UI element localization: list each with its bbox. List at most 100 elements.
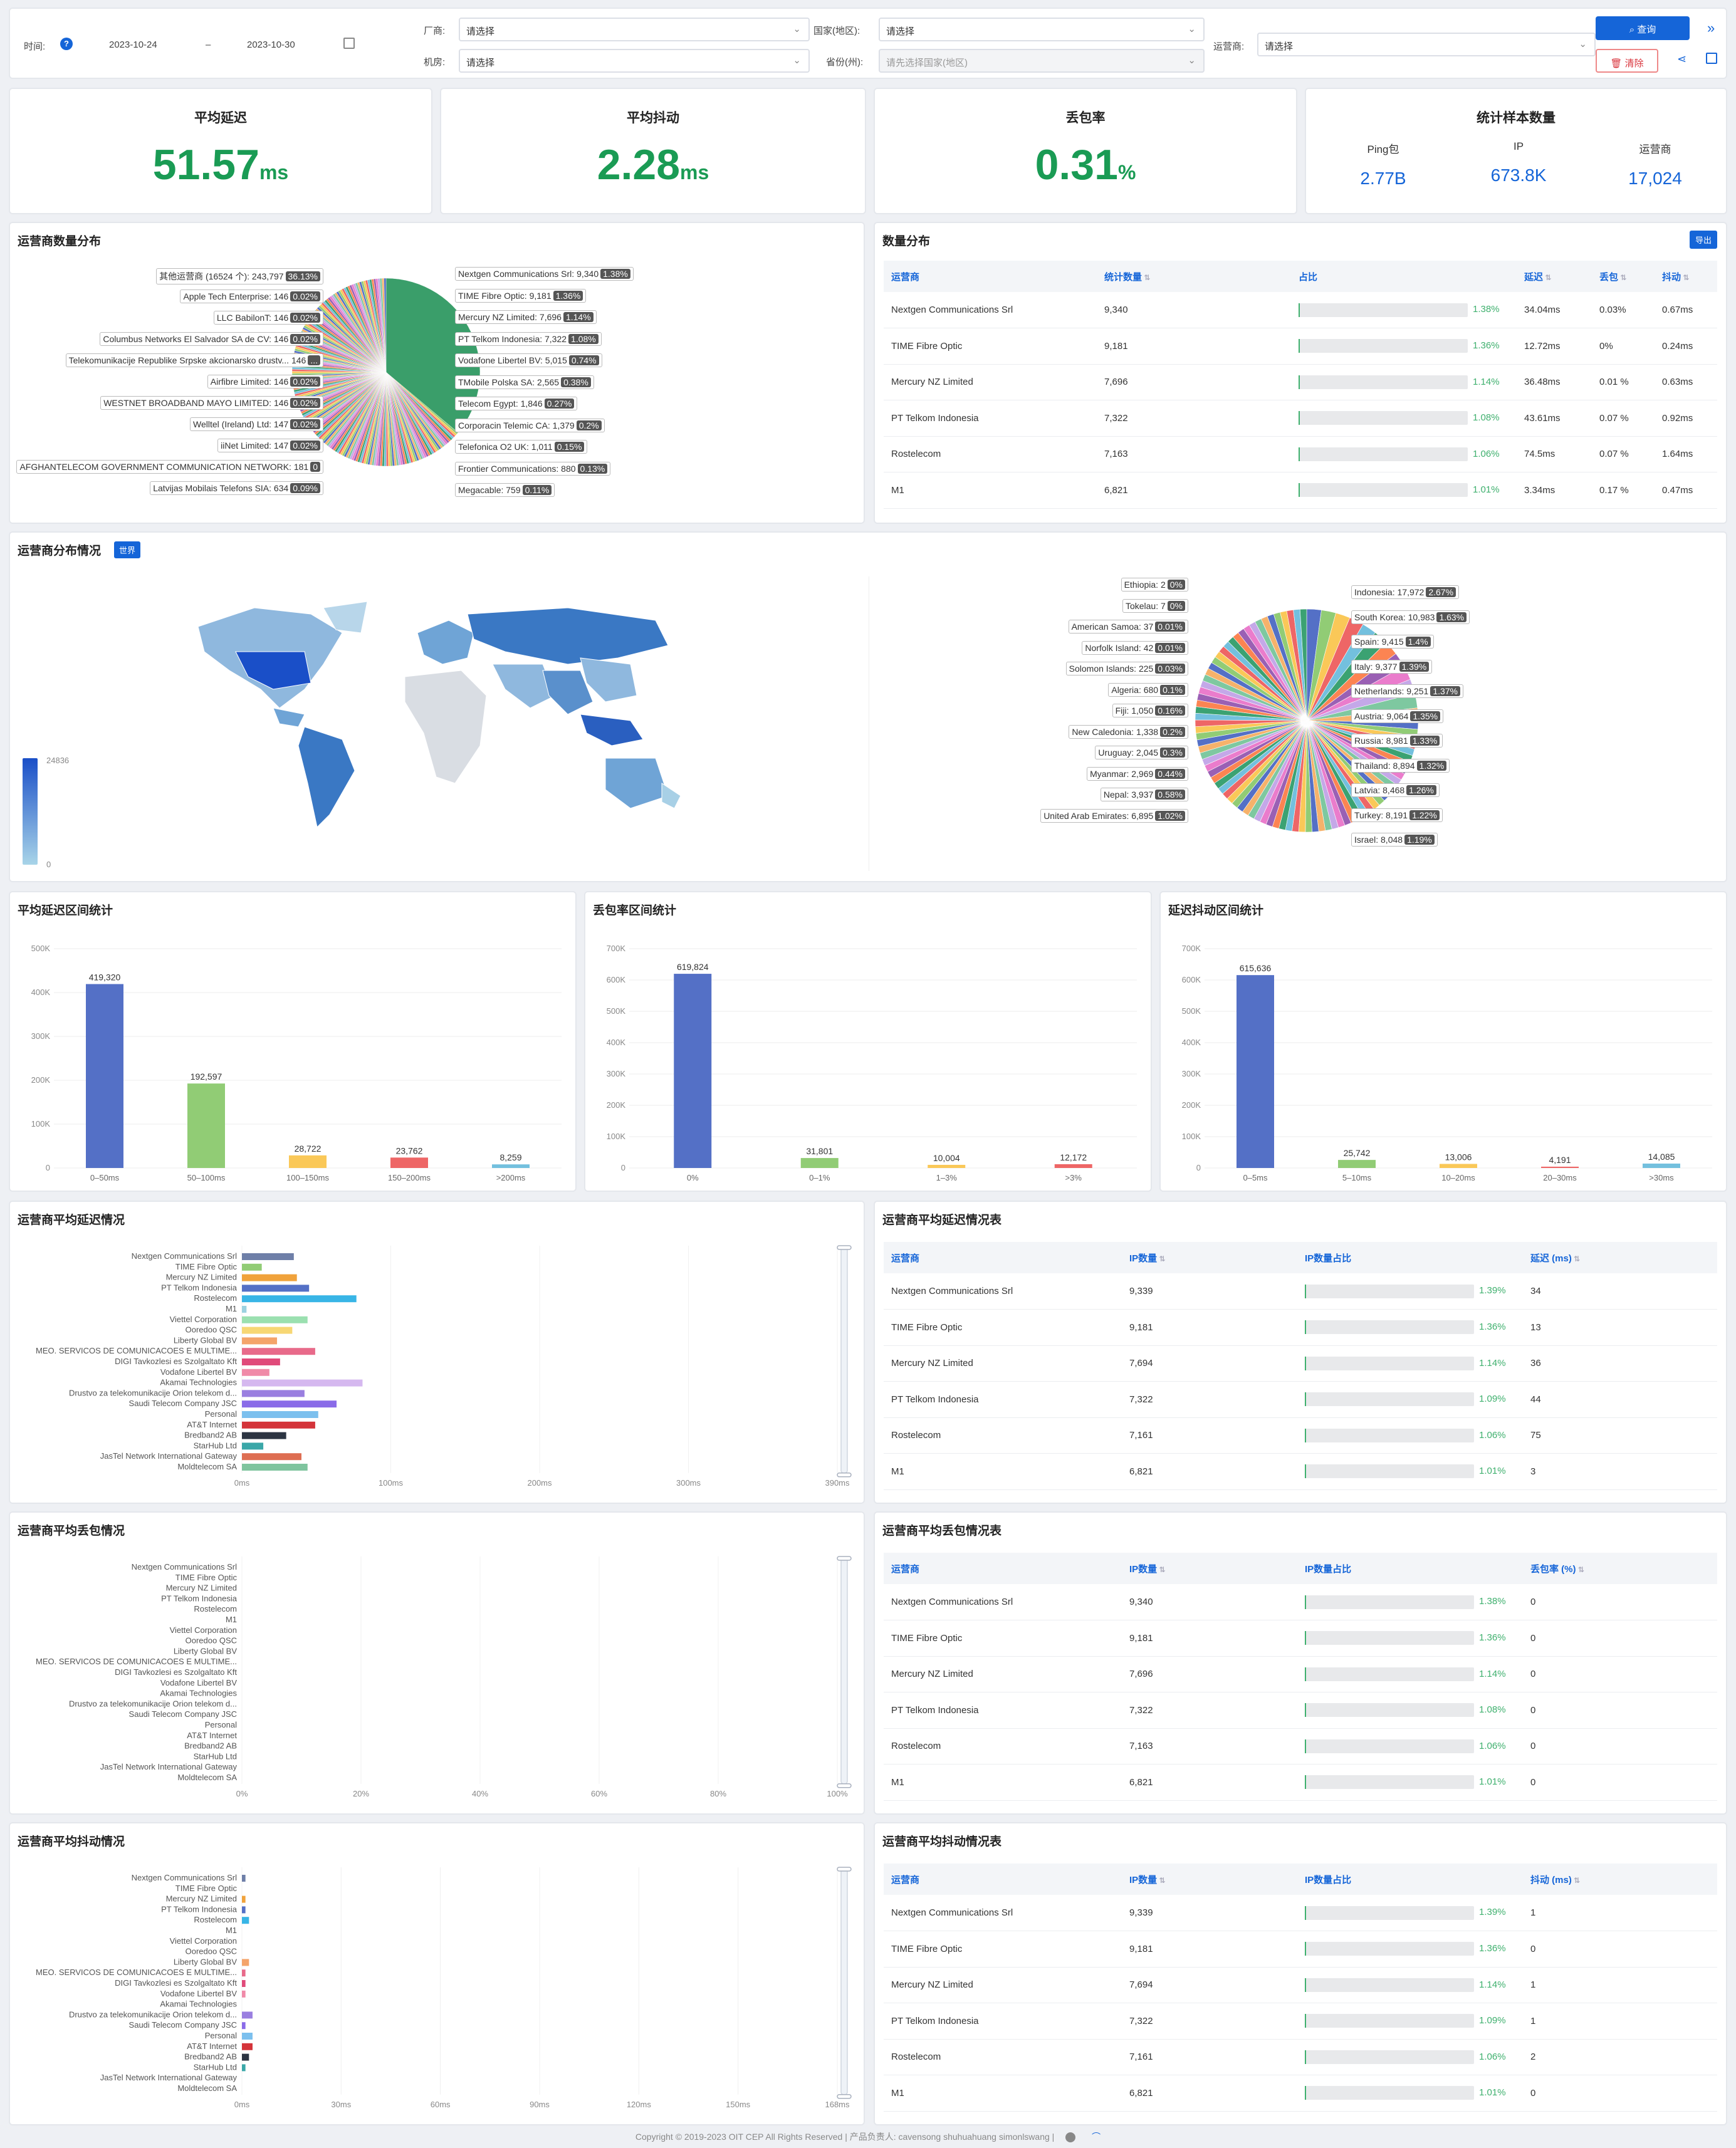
bar[interactable] [242, 1379, 363, 1387]
sort-icon[interactable]: ⇅ [1157, 1254, 1166, 1263]
table-row[interactable]: PT Telkom Indonesia 7,322 1.09% 44 [884, 1381, 1717, 1418]
sort-icon[interactable]: ⇅ [1681, 273, 1690, 282]
bar[interactable] [242, 1411, 318, 1418]
table-row[interactable]: Mercury NZ Limited 7,696 1.14% 0 [884, 1656, 1717, 1692]
globe-icon[interactable] [1065, 2132, 1076, 2143]
country-region[interactable] [404, 670, 487, 784]
share-icon[interactable]: ⋖ [1677, 53, 1687, 65]
bar[interactable] [492, 1164, 530, 1168]
bar[interactable] [187, 1083, 225, 1168]
bar[interactable] [242, 2053, 249, 2061]
bar[interactable] [242, 1442, 264, 1450]
column-header[interactable]: IP数量 ⇅ [1122, 1553, 1297, 1584]
table-row[interactable]: TIME Fibre Optic 9,181 1.36% 12.72ms 0% 0.24m… [884, 328, 1717, 365]
image-icon[interactable] [1706, 53, 1717, 64]
bar[interactable] [242, 1895, 246, 1903]
bar[interactable] [242, 1400, 337, 1408]
bar[interactable] [674, 974, 712, 1168]
column-header[interactable]: 丢包 ⇅ [1592, 261, 1655, 292]
bar[interactable] [1541, 1166, 1579, 1168]
bar[interactable] [242, 1295, 357, 1303]
world-map[interactable] [179, 595, 693, 840]
bar[interactable] [242, 1917, 249, 1924]
column-header[interactable]: 运营商 [884, 261, 1097, 292]
table-row[interactable]: Mercury NZ Limited 7,694 1.14% 36 [884, 1345, 1717, 1382]
table-row[interactable]: PT Telkom Indonesia 7,322 1.08% 0 [884, 1692, 1717, 1729]
query-button[interactable]: ⌕ 查询 [1596, 16, 1690, 40]
table-row[interactable]: Nextgen Communications Srl 9,340 1.38% 34.0… [884, 292, 1717, 328]
sort-icon[interactable]: ⇅ [1543, 273, 1552, 282]
bar[interactable] [242, 1337, 278, 1345]
bar[interactable] [1237, 975, 1274, 1168]
table-row[interactable]: M1 6,821 1.01% 0 [884, 1764, 1717, 1801]
table-row[interactable]: Rostelecom 7,161 1.06% 2 [884, 2039, 1717, 2075]
table-row[interactable]: TIME Fibre Optic 9,181 1.36% 13 [884, 1309, 1717, 1346]
bar[interactable] [242, 1875, 246, 1882]
country-region[interactable] [605, 758, 669, 809]
zoom-slider[interactable] [840, 1868, 848, 2095]
table-row[interactable]: Nextgen Communications Srl 9,339 1.39% 1 [884, 1895, 1717, 1931]
table-row[interactable]: Mercury NZ Limited 7,696 1.14% 36.48ms 0.01 … [884, 364, 1717, 400]
sort-icon[interactable]: ⇅ [1157, 1875, 1166, 1885]
table-row[interactable]: PT Telkom Indonesia 7,322 1.08% 43.61ms 0.07… [884, 400, 1717, 437]
bar[interactable] [242, 2064, 246, 2072]
export-button[interactable]: 导出 [1689, 231, 1717, 249]
bar[interactable] [242, 1316, 308, 1323]
bar[interactable] [86, 984, 123, 1168]
zoom-handle[interactable] [837, 1473, 852, 1478]
table-row[interactable]: Mercury NZ Limited 7,694 1.14% 1 [884, 1967, 1717, 2003]
zoom-handle[interactable] [837, 1783, 852, 1788]
table-row[interactable]: Nextgen Communications Srl 9,339 1.39% 34 [884, 1273, 1717, 1310]
province-select[interactable]: 请先选择国家(地区) ⌄ [879, 49, 1205, 73]
bar[interactable] [242, 1421, 315, 1429]
bar[interactable] [242, 1980, 246, 1987]
zoom-handle[interactable] [837, 1245, 852, 1250]
country-region[interactable] [298, 726, 355, 828]
bar[interactable] [242, 1348, 315, 1355]
column-header[interactable]: 抖动 ⇅ [1655, 261, 1717, 292]
column-header[interactable]: 运营商 [884, 1553, 1122, 1584]
country-region[interactable] [235, 651, 311, 690]
country-region[interactable] [467, 607, 669, 665]
bar[interactable] [242, 1453, 301, 1461]
bar[interactable] [242, 1274, 297, 1281]
country-region[interactable] [580, 657, 637, 702]
column-header[interactable]: 运营商 [884, 1864, 1122, 1895]
sort-icon[interactable]: ⇅ [1571, 1254, 1581, 1263]
bar[interactable] [242, 1327, 293, 1334]
sort-icon[interactable]: ⇅ [1576, 1565, 1584, 1574]
bar[interactable] [242, 1253, 294, 1260]
zoom-handle[interactable] [837, 1867, 852, 1872]
table-row[interactable]: TIME Fibre Optic 9,181 1.36% 0 [884, 1931, 1717, 1968]
clear-button[interactable]: 🗑 清除 [1596, 49, 1658, 73]
operator-pie-slice[interactable] [384, 278, 387, 373]
table-row[interactable]: Rostelecom 7,163 1.06% 74.5ms 0.07 % 1.64ms [884, 436, 1717, 472]
bar[interactable] [242, 2011, 253, 2019]
bar[interactable] [242, 1969, 246, 1977]
country-region[interactable] [580, 714, 644, 746]
bar[interactable] [242, 1285, 310, 1292]
column-header[interactable]: 占比 [1291, 261, 1517, 292]
country-region[interactable] [542, 670, 593, 715]
calendar-icon[interactable] [343, 38, 355, 49]
column-header[interactable]: 统计数量 ⇅ [1097, 261, 1291, 292]
bar[interactable] [1643, 1163, 1680, 1168]
bar[interactable] [242, 2033, 253, 2040]
country-region[interactable] [323, 601, 368, 633]
bar[interactable] [242, 1369, 269, 1376]
map-scale[interactable] [23, 758, 38, 865]
column-header[interactable]: IP数量 ⇅ [1122, 1242, 1297, 1273]
table-row[interactable]: M1 6,821 1.01% 3 [884, 1453, 1717, 1490]
table-row[interactable]: Rostelecom 7,161 1.06% 75 [884, 1417, 1717, 1454]
country-pie-slice[interactable] [1299, 608, 1307, 721]
country-select[interactable]: 请选择 ⌄ [879, 18, 1205, 41]
bar[interactable] [242, 2043, 253, 2050]
bar[interactable] [242, 1263, 262, 1271]
date-end[interactable]: 2023-10-30 [247, 39, 295, 50]
world-badge[interactable]: 世界 [114, 541, 141, 558]
column-header[interactable]: IP数量占比 [1297, 1553, 1523, 1584]
bar[interactable] [1338, 1160, 1376, 1168]
vendor-select[interactable]: 请选择 ⌄ [459, 18, 810, 41]
bar[interactable] [242, 1906, 246, 1914]
bar[interactable] [242, 1464, 308, 1471]
